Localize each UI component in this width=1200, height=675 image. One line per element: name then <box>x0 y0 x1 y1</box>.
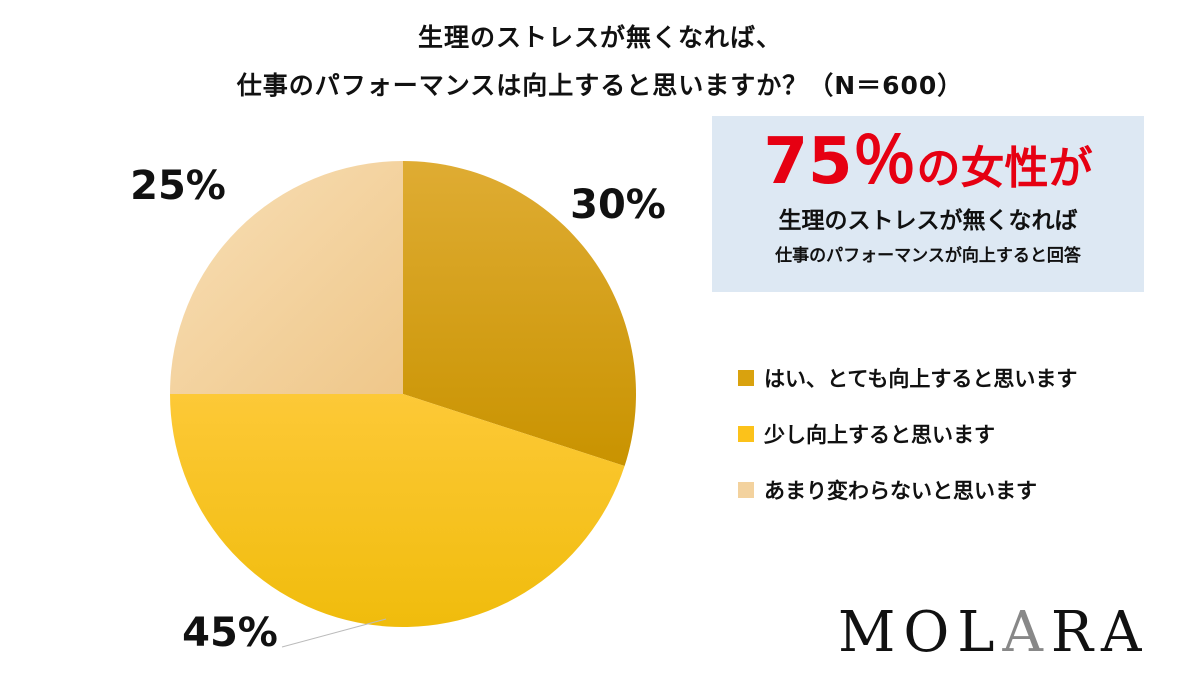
chart-subtitle: 仕事のパフォーマンスは向上すると思いますか？（N＝600） <box>236 71 964 100</box>
callout-headline-text: の女性が <box>916 143 1093 194</box>
callout-headline: 75％の女性が <box>712 130 1144 197</box>
slice-percent-label: 25% <box>130 163 226 209</box>
legend-item: はい、とても向上すると思います <box>738 350 1077 406</box>
legend: はい、とても向上すると思います 少し向上すると思います あまり変わらないと思いま… <box>738 350 1077 518</box>
chart-title: 生理のストレスが無くなれば、 <box>417 23 782 52</box>
callout-line-3: 仕事のパフォーマンスが向上すると回答 <box>775 246 1081 266</box>
callout-box: 75％の女性が 生理のストレスが無くなれば 仕事のパフォーマンスが向上すると回答 <box>712 116 1144 292</box>
legend-label: はい、とても向上すると思います <box>764 367 1078 391</box>
slice-percent-label: 30% <box>570 182 666 228</box>
molara-logo: MOLARA <box>838 600 1150 665</box>
legend-item: あまり変わらないと思います <box>738 462 1077 518</box>
pie-slice <box>170 394 625 627</box>
legend-label: 少し向上すると思います <box>764 423 995 447</box>
legend-swatch <box>738 482 754 498</box>
pie-slice <box>170 161 403 394</box>
legend-item: 少し向上すると思います <box>738 406 1077 462</box>
legend-swatch <box>738 370 754 386</box>
slice-percent-label: 45% <box>182 610 278 656</box>
legend-label: あまり変わらないと思います <box>764 479 1037 503</box>
pie-slice <box>403 161 636 467</box>
callout-percent: 75％ <box>763 125 917 199</box>
label-leader-line <box>281 618 387 648</box>
callout-line-2: 生理のストレスが無くなれば <box>778 208 1078 234</box>
legend-swatch <box>738 426 754 442</box>
